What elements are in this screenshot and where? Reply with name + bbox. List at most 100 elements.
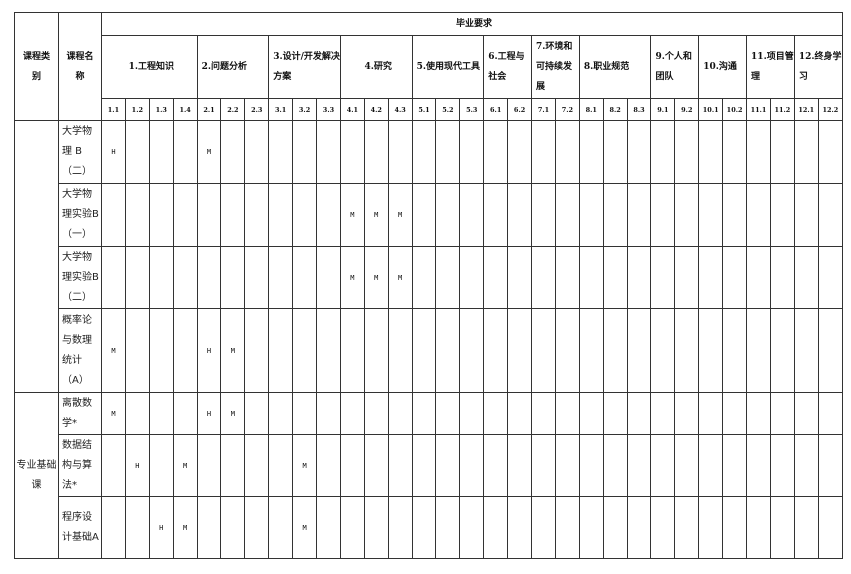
support-level-cell: M xyxy=(101,392,126,435)
support-level-cell xyxy=(650,496,676,559)
support-level-cell xyxy=(244,308,270,393)
support-level-cell xyxy=(722,392,748,435)
support-level-cell xyxy=(507,183,533,247)
support-level-cell xyxy=(698,392,724,435)
support-level-cell xyxy=(507,308,533,393)
support-level-cell xyxy=(769,246,795,309)
requirement-sub-column: 5.2 xyxy=(435,98,461,121)
support-level-cell xyxy=(220,496,246,559)
requirement-sub-column: 4.3 xyxy=(387,98,413,121)
support-level-cell xyxy=(722,308,748,393)
requirement-sub-column: 9.2 xyxy=(674,98,700,121)
table-row: 数据结构与算法* H M M xyxy=(15,434,844,497)
support-level-cell xyxy=(316,392,341,435)
support-level-cell xyxy=(387,308,413,393)
support-level-cell xyxy=(244,434,270,497)
requirement-sub-column: 2.2 xyxy=(220,98,246,121)
support-level-cell xyxy=(578,120,604,184)
category-header: 课程类别 xyxy=(14,12,59,121)
support-level-cell xyxy=(292,183,318,247)
support-level-cell: M xyxy=(363,183,389,247)
table-row: 专业基础课 离散数学* M H M xyxy=(14,392,844,559)
support-level-cell xyxy=(507,246,533,309)
course-category: 专业基础课 xyxy=(14,392,59,559)
support-level-cell xyxy=(411,434,437,497)
requirement-sub-column: 12.2 xyxy=(817,98,844,121)
support-level-cell xyxy=(626,308,652,393)
requirement-sub-column: 10.1 xyxy=(698,98,724,121)
support-level-cell xyxy=(626,120,652,184)
support-level-cell xyxy=(220,183,246,247)
requirement-sub-column: 11.2 xyxy=(769,98,795,121)
support-level-cell xyxy=(292,308,318,393)
support-level-cell xyxy=(554,496,580,559)
support-level-cell: H xyxy=(196,308,222,393)
support-level-cell xyxy=(531,246,556,309)
support-level-cell xyxy=(602,434,628,497)
support-level-cell xyxy=(292,246,318,309)
support-level-cell: M xyxy=(387,246,413,309)
requirement-group: 7.环境和可持续发展 xyxy=(531,35,580,99)
support-level-cell xyxy=(722,434,748,497)
support-level-cell xyxy=(459,434,485,497)
support-level-cell xyxy=(793,392,819,435)
support-level-cell xyxy=(387,120,413,184)
support-level-cell xyxy=(722,496,748,559)
support-level-cell xyxy=(650,392,676,435)
support-level-cell xyxy=(435,183,461,247)
table-row: 大学物理实验B（二） M M M xyxy=(15,246,844,309)
support-level-cell xyxy=(650,246,676,309)
support-level-cell: H xyxy=(124,434,150,497)
support-level-cell xyxy=(531,120,556,184)
support-level-cell xyxy=(769,308,795,393)
course-name: 大学物理 B（二） xyxy=(58,120,102,184)
support-level-cell xyxy=(746,183,771,247)
table-row: 程序设计基础A H M M xyxy=(15,496,844,559)
support-level-cell xyxy=(531,434,556,497)
support-level-cell xyxy=(339,308,365,393)
requirement-group: 1.工程知识 xyxy=(101,35,198,99)
support-level-cell xyxy=(411,496,437,559)
support-level-cell xyxy=(363,308,389,393)
support-level-cell xyxy=(650,120,676,184)
support-level-cell xyxy=(220,246,246,309)
support-level-cell xyxy=(722,183,748,247)
support-level-cell xyxy=(626,183,652,247)
support-level-cell xyxy=(793,496,819,559)
support-level-cell xyxy=(626,434,652,497)
support-level-cell xyxy=(268,496,294,559)
support-level-cell xyxy=(554,120,580,184)
support-level-cell xyxy=(554,246,580,309)
support-level-cell xyxy=(793,308,819,393)
requirement-sub-column: 3.2 xyxy=(292,98,318,121)
support-level-cell xyxy=(316,246,341,309)
support-level-cell xyxy=(124,496,150,559)
support-level-cell xyxy=(650,183,676,247)
requirement-sub-column: 2.1 xyxy=(196,98,222,121)
support-level-cell xyxy=(148,434,174,497)
support-level-cell xyxy=(124,392,150,435)
support-level-cell xyxy=(316,183,341,247)
table-row: 概率论与数理统计（A） M H M xyxy=(15,308,844,393)
support-level-cell: M xyxy=(172,434,198,497)
support-level-cell xyxy=(196,183,222,247)
support-level-cell: H xyxy=(101,120,126,184)
requirement-sub-column: 1.3 xyxy=(148,98,174,121)
support-level-cell xyxy=(483,246,509,309)
support-level-cell xyxy=(531,496,556,559)
support-level-cell xyxy=(148,120,174,184)
support-level-cell xyxy=(483,308,509,393)
support-level-cell xyxy=(435,496,461,559)
support-level-cell xyxy=(483,496,509,559)
requirement-group: 5.使用现代工具 xyxy=(411,35,485,99)
course-name: 概率论与数理统计（A） xyxy=(58,308,102,393)
support-level-cell xyxy=(578,308,604,393)
support-level-cell xyxy=(268,434,294,497)
support-level-cell: M xyxy=(339,183,365,247)
support-level-cell xyxy=(578,183,604,247)
requirement-sub-column: 6.2 xyxy=(507,98,533,121)
support-level-cell xyxy=(459,183,485,247)
requirement-sub-column: 7.1 xyxy=(531,98,556,121)
support-level-cell xyxy=(507,434,533,497)
support-level-cell xyxy=(674,246,700,309)
